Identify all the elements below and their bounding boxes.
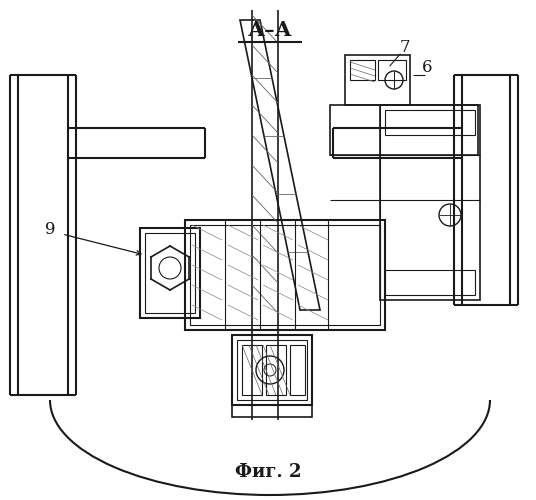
Bar [237, 340, 307, 400]
Bar [378, 60, 406, 80]
Bar [385, 110, 475, 135]
Text: 6: 6 [422, 60, 432, 76]
Text: Фиг. 2: Фиг. 2 [235, 463, 301, 481]
Bar [140, 228, 200, 318]
Bar [350, 60, 375, 80]
Bar [232, 335, 312, 405]
Text: А–А: А–А [248, 20, 292, 40]
Bar [290, 345, 305, 395]
Text: 7: 7 [400, 40, 411, 56]
Bar [185, 220, 385, 330]
Bar [345, 55, 410, 105]
Text: 9: 9 [44, 222, 55, 238]
Bar [380, 105, 480, 300]
Bar [232, 405, 312, 417]
Bar [385, 270, 475, 295]
Bar [190, 225, 380, 325]
Bar [330, 105, 478, 155]
Bar [266, 345, 286, 395]
Bar [145, 233, 195, 313]
Bar [242, 345, 262, 395]
